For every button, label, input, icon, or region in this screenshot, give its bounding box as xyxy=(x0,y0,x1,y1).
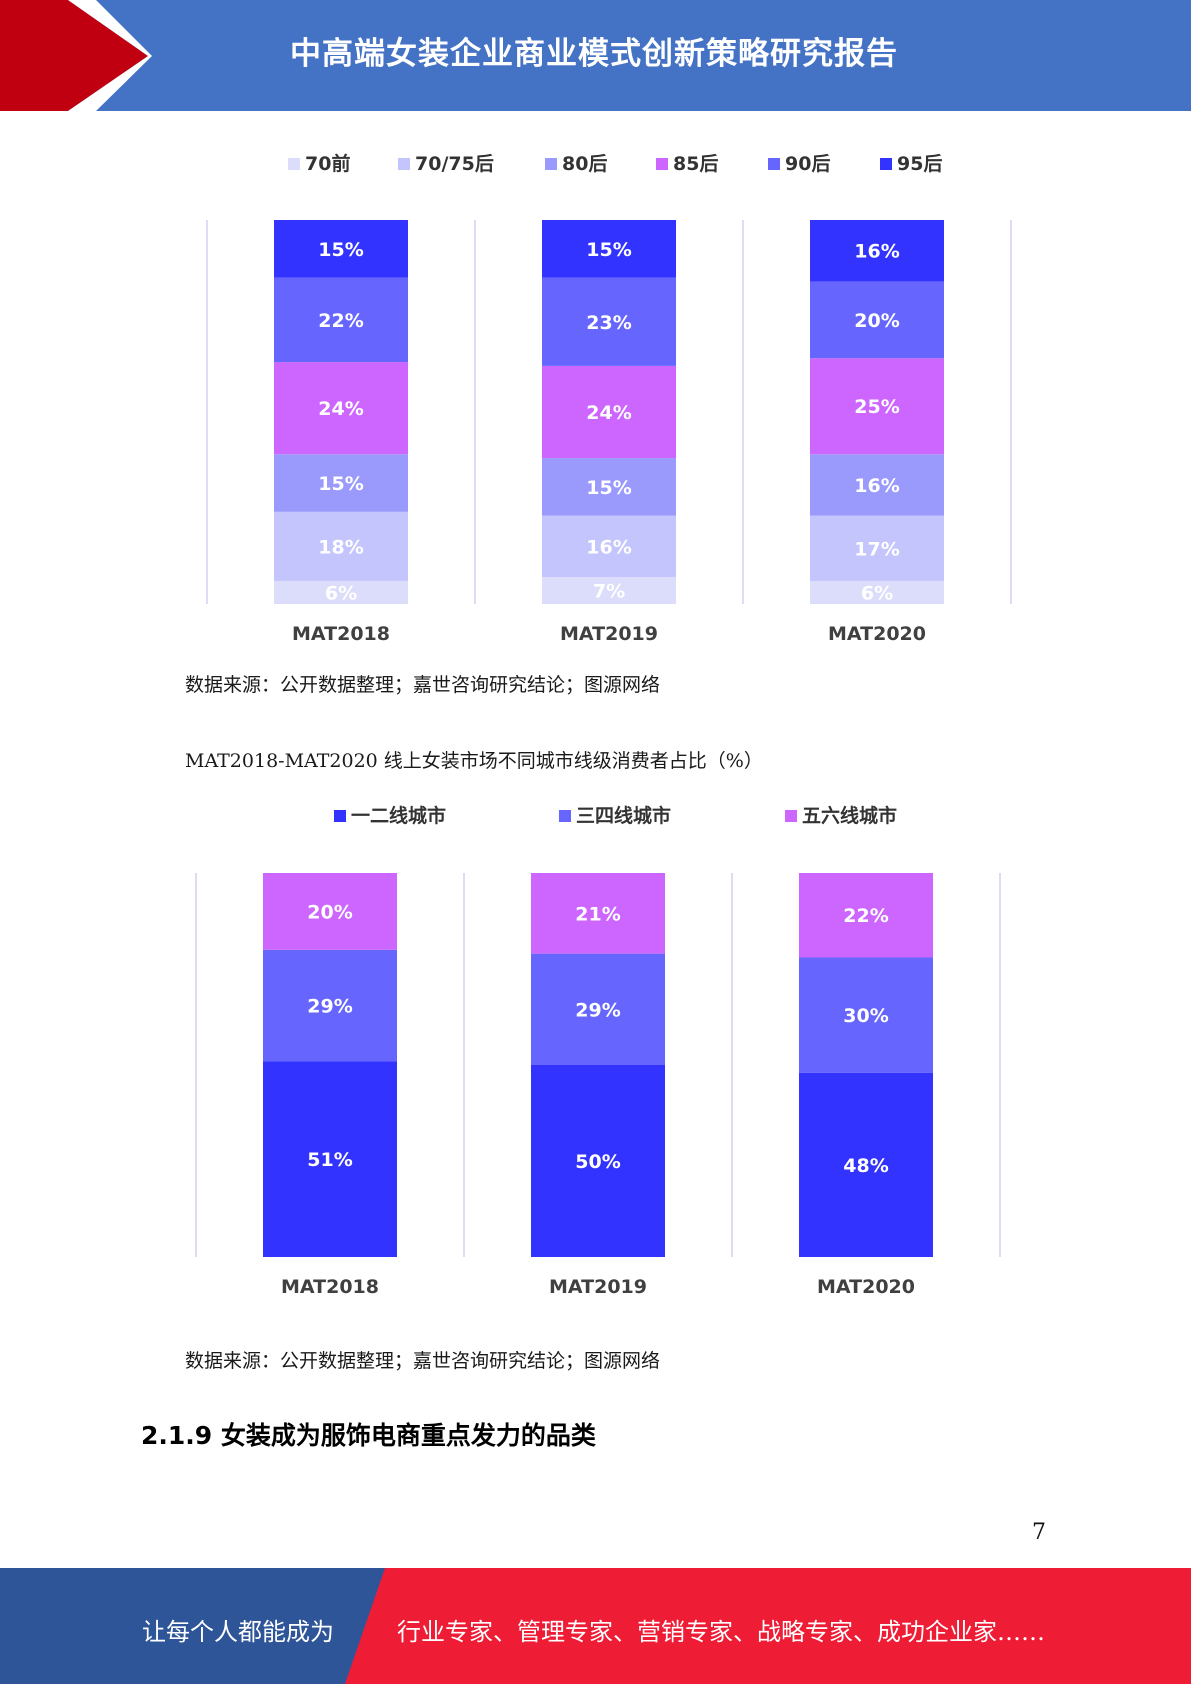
bar-segment-1-2-4 xyxy=(810,281,944,359)
legend-label-2-0: 一二线城市 xyxy=(351,804,446,827)
report-title: 中高端女装企业商业模式创新策略研究报告 xyxy=(290,36,898,72)
bar-segment-2-0-0 xyxy=(263,1061,397,1257)
legend-swatch-1-2 xyxy=(545,158,557,170)
bar-segment-1-2-3 xyxy=(810,358,944,455)
category-label-2-1: MAT2019 xyxy=(549,1276,647,1298)
data-label-2-0-1: 29% xyxy=(307,995,352,1017)
legend-swatch-2-1 xyxy=(559,810,571,822)
chart2-caption: MAT2018-MAT2020 线上女装市场不同城市线级消费者占比（%） xyxy=(185,750,763,772)
data-label-1-1-1: 16% xyxy=(586,536,631,558)
page-header: 中高端女装企业商业模式创新策略研究报告 xyxy=(0,0,1191,111)
data-label-1-2-2: 16% xyxy=(854,475,899,497)
bar-segment-1-1-2 xyxy=(542,458,676,516)
legend-swatch-1-1 xyxy=(398,158,410,170)
page-footer: 让每个人都能成为 行业专家、管理专家、营销专家、战略专家、成功企业家…… xyxy=(0,1568,1191,1684)
data-label-1-2-3: 25% xyxy=(854,396,899,418)
legend-label-1-1: 70/75后 xyxy=(415,153,494,175)
category-label-1-2: MAT2020 xyxy=(828,623,926,645)
footer-banner xyxy=(0,1568,1191,1684)
legend-swatch-1-0 xyxy=(288,158,300,170)
bar-segment-1-0-0 xyxy=(274,580,408,604)
bar-segment-1-2-2 xyxy=(810,454,944,516)
bar-segment-2-0-2 xyxy=(263,873,397,950)
data-label-2-2-0: 48% xyxy=(843,1155,888,1177)
data-label-1-1-4: 23% xyxy=(586,312,631,334)
data-label-1-1-5: 15% xyxy=(586,239,631,261)
bar-segment-2-1-1 xyxy=(531,953,665,1065)
section-heading: 2.1.9 女装成为服饰电商重点发力的品类 xyxy=(141,1421,596,1450)
footer-slogan-right: 行业专家、管理专家、营销专家、战略专家、成功企业家…… xyxy=(397,1618,1045,1646)
category-label-1-1: MAT2019 xyxy=(560,623,658,645)
data-label-1-0-0: 6% xyxy=(325,582,357,604)
legend-swatch-2-0 xyxy=(334,810,346,822)
bar-segment-1-1-0 xyxy=(542,577,676,604)
data-label-1-1-0: 7% xyxy=(593,581,625,603)
data-label-1-2-1: 17% xyxy=(854,538,899,560)
bar-segment-1-1-3 xyxy=(542,365,676,459)
data-label-1-2-0: 6% xyxy=(861,582,893,604)
category-label-1-0: MAT2018 xyxy=(292,623,390,645)
bar-segment-2-0-1 xyxy=(263,949,397,1062)
category-label-2-0: MAT2018 xyxy=(281,1276,379,1298)
chart1-source: 数据来源：公开数据整理；嘉世咨询研究结论；图源网络 xyxy=(185,674,661,696)
bar-segment-1-0-3 xyxy=(274,362,408,455)
bar-segment-1-1-1 xyxy=(542,515,676,578)
legend-swatch-2-2 xyxy=(785,810,797,822)
bar-segment-1-0-5 xyxy=(274,220,408,278)
bar-segment-1-2-0 xyxy=(810,580,944,604)
data-label-1-1-2: 15% xyxy=(586,477,631,499)
data-label-2-0-2: 20% xyxy=(307,901,352,923)
legend-label-1-4: 90后 xyxy=(785,153,830,175)
bar-segment-1-2-1 xyxy=(810,515,944,581)
city-tier-chart: 一二线城市 三四线城市 五六线城市 51% 29% 20% MAT2018 50% 29% 21%… xyxy=(0,800,1191,1310)
legend-label-1-3: 85后 xyxy=(673,153,718,175)
data-label-1-2-4: 20% xyxy=(854,310,899,332)
bar-segment-2-1-0 xyxy=(531,1065,665,1257)
bar-segment-2-2-1 xyxy=(799,957,933,1073)
legend-label-1-0: 70前 xyxy=(305,152,350,175)
legend-swatch-1-3 xyxy=(656,158,668,170)
category-label-2-2: MAT2020 xyxy=(817,1276,915,1298)
data-label-2-1-1: 29% xyxy=(575,999,620,1021)
bar-segment-1-0-4 xyxy=(274,277,408,363)
legend-swatch-1-5 xyxy=(880,158,892,170)
bar-segment-1-0-2 xyxy=(274,454,408,512)
data-label-1-2-5: 16% xyxy=(854,241,899,263)
data-label-1-0-5: 15% xyxy=(318,239,363,261)
bar-segment-2-2-0 xyxy=(799,1072,933,1257)
legend-label-1-2: 80后 xyxy=(562,153,607,175)
bar-segment-1-1-5 xyxy=(542,220,676,278)
data-label-2-1-0: 50% xyxy=(575,1151,620,1173)
bar-segment-1-1-4 xyxy=(542,277,676,366)
legend-label-2-2: 五六线城市 xyxy=(802,804,897,827)
header-chevron-icon xyxy=(0,0,152,111)
footer-slogan-left: 让每个人都能成为 xyxy=(142,1618,334,1646)
data-label-2-1-2: 21% xyxy=(575,903,620,925)
legend-label-1-5: 95后 xyxy=(897,153,942,175)
legend-label-2-1: 三四线城市 xyxy=(576,804,671,827)
data-label-2-2-1: 30% xyxy=(843,1005,888,1027)
chart2-source: 数据来源：公开数据整理；嘉世咨询研究结论；图源网络 xyxy=(185,1350,661,1372)
data-label-1-0-3: 24% xyxy=(318,398,363,420)
age-structure-chart: 70前 70/75后 80后 85后 90后 95后 6% 18% 15% 24% 22% 15% MA… xyxy=(0,140,1191,650)
bar-segment-2-2-2 xyxy=(799,873,933,958)
data-label-2-2-2: 22% xyxy=(843,905,888,927)
data-label-1-1-3: 24% xyxy=(586,402,631,424)
bar-segment-1-0-1 xyxy=(274,511,408,581)
data-label-1-0-2: 15% xyxy=(318,473,363,495)
bar-segment-1-2-5 xyxy=(810,220,944,282)
page-number: 7 xyxy=(1032,1520,1046,1545)
data-label-1-0-4: 22% xyxy=(318,310,363,332)
data-label-1-0-1: 18% xyxy=(318,536,363,558)
bar-segment-2-1-2 xyxy=(531,873,665,954)
data-label-2-0-0: 51% xyxy=(307,1149,352,1171)
legend-swatch-1-4 xyxy=(768,158,780,170)
